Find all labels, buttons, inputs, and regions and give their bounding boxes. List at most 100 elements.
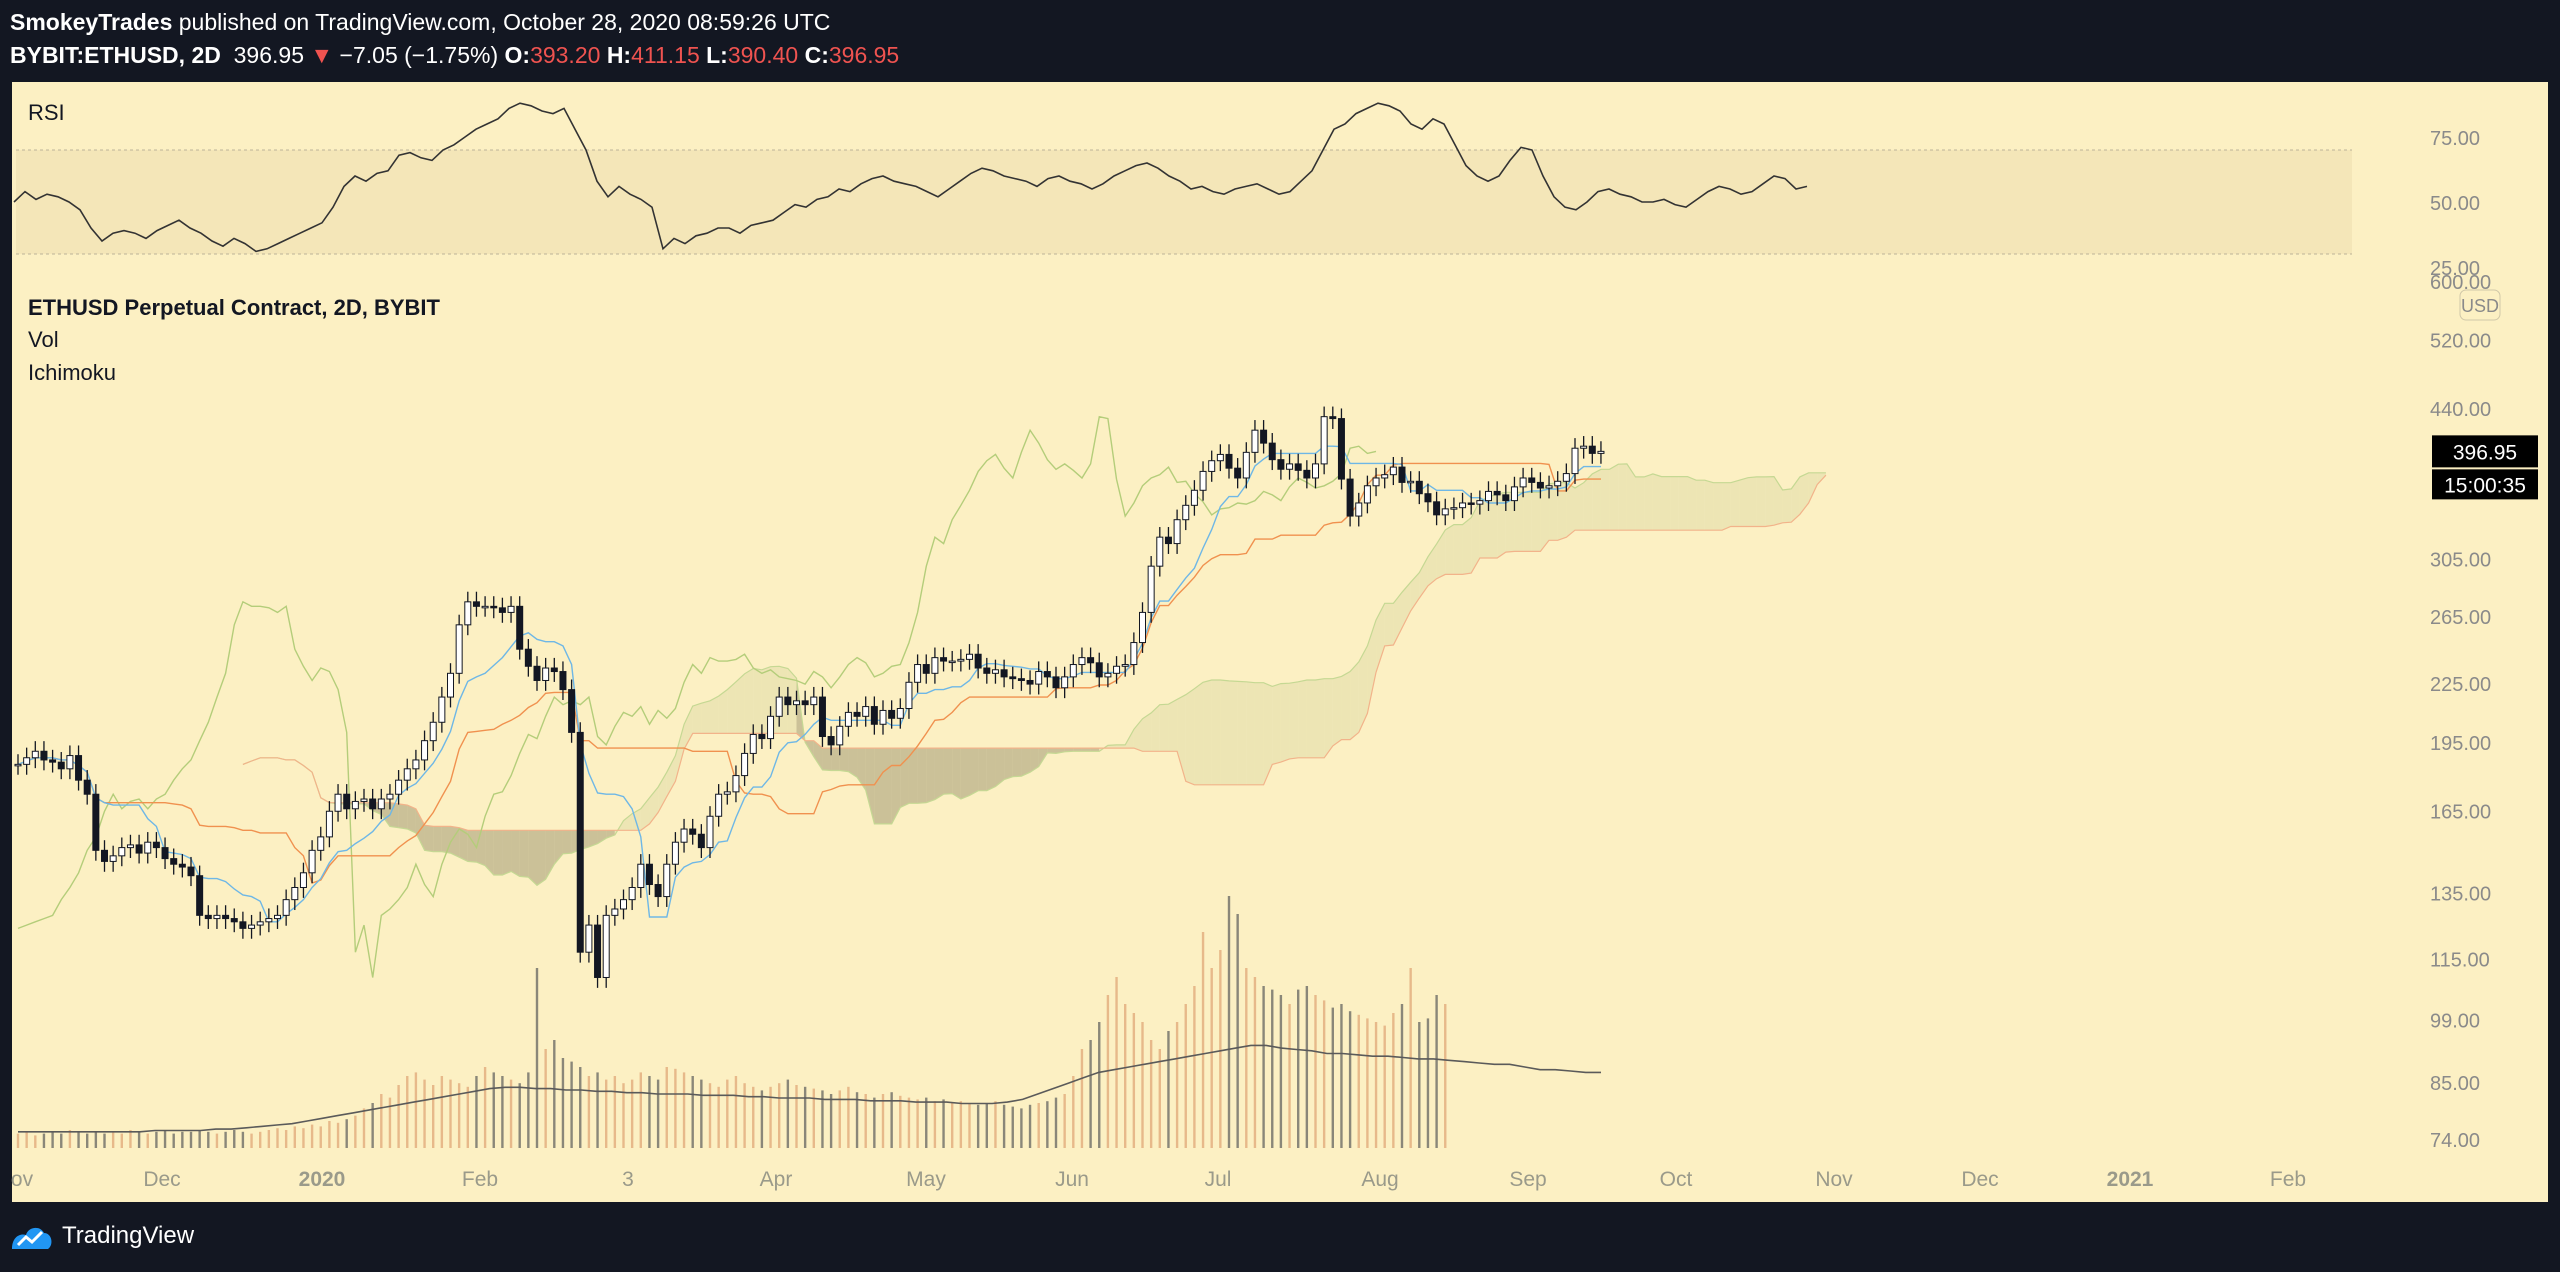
candle[interactable] [775, 696, 783, 717]
candle[interactable] [1355, 502, 1363, 517]
candle[interactable] [559, 671, 567, 691]
candle[interactable] [1320, 416, 1328, 465]
candle[interactable] [447, 672, 454, 698]
candle[interactable] [896, 708, 904, 719]
candle[interactable] [620, 899, 627, 910]
candle[interactable] [1225, 453, 1233, 469]
candle[interactable] [767, 715, 775, 740]
candle[interactable] [1052, 676, 1060, 689]
candle[interactable] [1363, 485, 1371, 504]
candle[interactable] [109, 855, 117, 862]
candle[interactable] [1268, 442, 1276, 461]
candle[interactable] [879, 709, 887, 725]
candle[interactable] [196, 875, 204, 916]
candle[interactable] [1069, 664, 1077, 678]
candle[interactable] [265, 918, 273, 923]
author-name[interactable]: SmokeyTrades [10, 9, 173, 35]
candle[interactable] [351, 800, 359, 810]
candle[interactable] [204, 914, 212, 920]
candle[interactable] [940, 657, 948, 662]
candle[interactable] [611, 908, 619, 916]
candle[interactable] [40, 750, 48, 761]
candle[interactable] [628, 886, 636, 901]
candle[interactable] [637, 863, 645, 888]
candle[interactable] [222, 914, 230, 920]
candle[interactable] [144, 841, 152, 854]
candle[interactable] [412, 759, 420, 770]
candle[interactable] [178, 863, 186, 868]
candle[interactable] [1095, 662, 1103, 678]
candle[interactable] [507, 605, 515, 613]
candle[interactable] [1009, 676, 1017, 680]
candle[interactable] [974, 653, 982, 669]
candle[interactable] [1433, 501, 1441, 516]
currency-box[interactable] [2459, 289, 2501, 321]
candle[interactable] [395, 779, 403, 795]
candle[interactable] [1536, 481, 1544, 489]
candle[interactable] [1078, 657, 1086, 666]
candle[interactable] [1597, 450, 1605, 454]
candle[interactable] [1329, 416, 1337, 420]
candle[interactable] [1113, 665, 1121, 674]
candle[interactable] [1121, 664, 1129, 667]
candle[interactable] [1017, 678, 1025, 681]
candle[interactable] [325, 810, 333, 838]
candle[interactable] [844, 711, 852, 727]
symbol-label[interactable]: BYBIT:ETHUSD, 2D [10, 42, 221, 68]
candle[interactable] [1467, 502, 1475, 505]
candle[interactable] [905, 681, 913, 710]
candle[interactable] [749, 733, 757, 754]
candle[interactable] [317, 836, 325, 851]
candle[interactable] [213, 914, 221, 920]
candle[interactable] [818, 696, 826, 738]
candle[interactable] [680, 828, 688, 843]
candle[interactable] [1061, 676, 1069, 689]
candle[interactable] [118, 847, 126, 857]
candle[interactable] [360, 798, 368, 802]
candle[interactable] [533, 665, 541, 681]
candle[interactable] [57, 761, 65, 770]
candle[interactable] [1407, 480, 1415, 484]
candle[interactable] [421, 740, 429, 761]
tradingview-brand[interactable]: TradingView [62, 1222, 195, 1249]
candle[interactable] [991, 669, 999, 674]
candle[interactable] [948, 660, 956, 664]
candle[interactable] [888, 709, 896, 719]
candle[interactable] [1277, 459, 1285, 470]
candle[interactable] [671, 841, 679, 865]
candle[interactable] [1087, 657, 1095, 664]
candle[interactable] [1199, 470, 1207, 491]
candle[interactable] [429, 721, 437, 742]
candle[interactable] [386, 793, 394, 800]
candle[interactable] [1510, 486, 1518, 502]
candle[interactable] [75, 755, 83, 781]
candle[interactable] [1190, 489, 1198, 506]
candle[interactable] [654, 884, 662, 898]
candle[interactable] [170, 858, 178, 865]
candle[interactable] [1580, 445, 1588, 449]
candle[interactable] [1216, 453, 1224, 462]
candle[interactable] [282, 899, 290, 916]
candle[interactable] [663, 863, 671, 898]
candle[interactable] [135, 844, 143, 854]
candle[interactable] [299, 872, 307, 888]
candle[interactable] [801, 700, 809, 706]
candle[interactable] [1234, 467, 1242, 479]
candle[interactable] [723, 791, 731, 795]
candle[interactable] [1502, 494, 1510, 502]
candle[interactable] [1450, 507, 1458, 510]
candle[interactable] [291, 886, 299, 901]
candle[interactable] [1528, 477, 1536, 483]
candle[interactable] [248, 924, 256, 929]
candle[interactable] [481, 605, 489, 609]
candle[interactable] [1035, 671, 1043, 685]
candle[interactable] [1147, 565, 1155, 613]
candle[interactable] [256, 921, 264, 926]
candle[interactable] [152, 841, 160, 849]
candle[interactable] [1562, 473, 1570, 482]
tradingview-logo-icon[interactable] [10, 1221, 54, 1251]
last-price-badge[interactable] [2432, 435, 2538, 468]
candle[interactable] [862, 706, 870, 717]
candle[interactable] [403, 768, 411, 781]
